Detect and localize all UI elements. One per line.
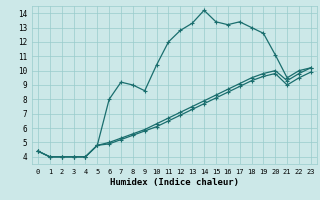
X-axis label: Humidex (Indice chaleur): Humidex (Indice chaleur) bbox=[110, 178, 239, 187]
